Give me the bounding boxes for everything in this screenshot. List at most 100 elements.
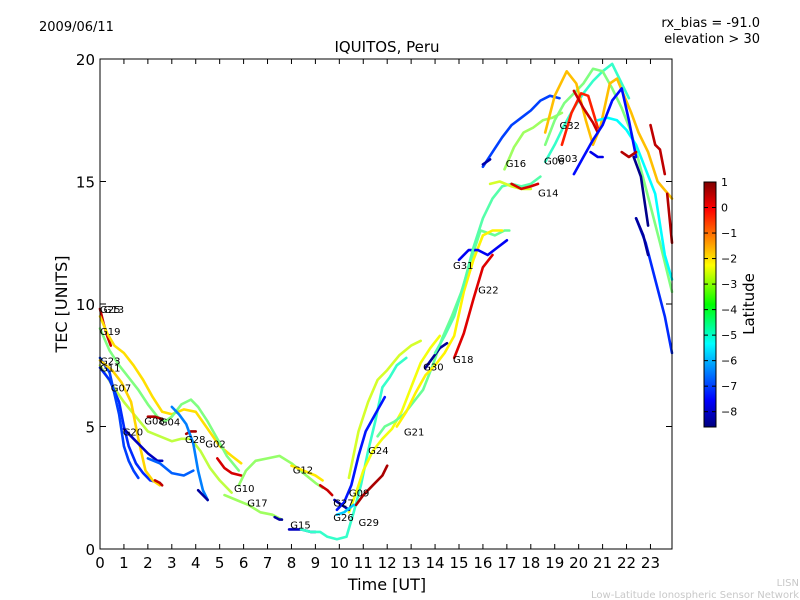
series-line-11 xyxy=(146,415,164,421)
satellite-label: G12 xyxy=(293,465,313,476)
series-line-32 xyxy=(481,94,561,169)
series-line-18 xyxy=(290,464,324,482)
series-line-27 xyxy=(457,239,509,262)
series-line-10 xyxy=(146,457,195,477)
y-tick-label: 20 xyxy=(76,51,95,69)
y-tick-label: 0 xyxy=(85,541,95,559)
series-line-33 xyxy=(481,158,492,166)
series-line-13 xyxy=(170,405,209,502)
satellite-label: G28 xyxy=(185,435,205,446)
elevation-label: elevation > 30 xyxy=(664,32,760,47)
series-line-44 xyxy=(632,155,650,227)
x-tick-label: 14 xyxy=(426,554,445,572)
credit-network: Low-Latitude Ionospheric Sensor Network xyxy=(591,590,799,600)
x-tick-label: 16 xyxy=(473,554,492,572)
y-tick-label: 15 xyxy=(76,174,95,192)
satellite-label: G08 xyxy=(144,416,164,427)
series-line-29 xyxy=(433,175,542,355)
colorbar-tick-label: −4 xyxy=(721,304,737,317)
satellite-label: G29 xyxy=(359,518,379,529)
satellite-label: G11 xyxy=(100,364,120,375)
satellite-label: G04 xyxy=(160,418,180,429)
satellite-label: G03 xyxy=(557,154,577,165)
series-line-25 xyxy=(395,229,504,428)
x-tick-label: 21 xyxy=(593,554,612,572)
series-line-7 xyxy=(98,359,162,487)
series-line-22 xyxy=(347,334,442,514)
x-tick-label: 8 xyxy=(287,554,297,572)
series-line-24 xyxy=(376,229,511,438)
series-line-51 xyxy=(335,395,387,512)
series-layer xyxy=(98,62,674,541)
satellite-label: G16 xyxy=(506,159,526,170)
x-tick-label: 13 xyxy=(402,554,421,572)
rx-bias-label: rx_bias = -91.0 xyxy=(661,16,760,31)
x-tick-label: 2 xyxy=(143,554,153,572)
satellite-label: G31 xyxy=(453,261,473,272)
series-line-26 xyxy=(452,253,494,360)
series-line-19 xyxy=(318,484,334,497)
colorbar-tick-label: −1 xyxy=(721,227,737,240)
x-tick-label: 9 xyxy=(311,554,321,572)
x-tick-label: 23 xyxy=(641,554,660,572)
date-label: 2009/06/11 xyxy=(39,20,114,35)
x-tick-label: 20 xyxy=(569,554,588,572)
series-line-35 xyxy=(543,62,631,164)
series-line-3 xyxy=(216,457,243,477)
y-axis-label: TEC [UNITS] xyxy=(52,256,71,354)
series-line-16 xyxy=(273,515,284,521)
x-tick-label: 1 xyxy=(119,554,129,572)
series-line-14 xyxy=(196,488,209,502)
colorbar-tick-label: −5 xyxy=(721,329,737,342)
series-line-34 xyxy=(503,111,564,171)
series-line-31 xyxy=(510,182,540,191)
satellite-label: G32 xyxy=(560,121,580,132)
series-line-37 xyxy=(543,70,674,200)
colorbar-tick-layer: 1 0 −1 −2 −3 −4 −5 −6 −7 −8 xyxy=(704,176,737,419)
series-line-45 xyxy=(589,150,604,159)
x-tick-label: 3 xyxy=(167,554,177,572)
series-line-6 xyxy=(98,356,140,480)
series-line-36 xyxy=(543,67,674,294)
series-line-8 xyxy=(153,479,164,487)
satellite-label: G15 xyxy=(290,521,310,532)
series-line-9 xyxy=(122,427,164,463)
x-tick-layer: 0 1 2 3 4 5 6 7 8 9 10 11 12 13 14 15 16 17 18 19 20 21 22 23 xyxy=(95,59,660,572)
satellite-label: G30 xyxy=(423,363,443,374)
x-tick-label: 12 xyxy=(378,554,397,572)
series-line-47 xyxy=(649,123,667,176)
x-tick-label: 17 xyxy=(497,554,516,572)
satellite-label: G02 xyxy=(205,440,225,451)
x-tick-label: 18 xyxy=(521,554,540,572)
series-line-49 xyxy=(354,464,389,507)
satellite-label: G09 xyxy=(349,489,369,500)
x-tick-label: 4 xyxy=(191,554,201,572)
satellite-label: G26 xyxy=(333,513,353,524)
series-line-46 xyxy=(620,150,638,159)
x-tick-label: 6 xyxy=(239,554,249,572)
y-tick-layer: 0 5 10 15 20 xyxy=(76,51,672,559)
x-tick-label: 11 xyxy=(354,554,373,572)
satellite-label: G24 xyxy=(368,446,388,457)
series-line-21 xyxy=(299,356,408,541)
series-line-2 xyxy=(98,327,241,472)
x-tick-label: 19 xyxy=(545,554,564,572)
credit-lisn: LISN xyxy=(777,578,799,589)
series-line-43 xyxy=(634,217,650,257)
series-line-52 xyxy=(335,503,355,516)
satellite-label: G21 xyxy=(404,427,424,438)
colorbar-tick-label: −2 xyxy=(721,253,737,266)
colorbar-tick-label: −6 xyxy=(721,355,737,368)
satellite-label: G18 xyxy=(453,355,473,366)
series-line-38 xyxy=(560,92,600,147)
satellite-label: G13 xyxy=(104,305,124,316)
satellite-label: G14 xyxy=(538,189,558,200)
satellite-label: G07 xyxy=(111,383,131,394)
satellite-label: G20 xyxy=(123,427,143,438)
x-tick-label: 22 xyxy=(617,554,636,572)
satellite-label: G10 xyxy=(234,484,254,495)
series-line-1 xyxy=(98,315,243,465)
colorbar-tick-label: 0 xyxy=(721,202,728,215)
x-tick-label: 15 xyxy=(449,554,468,572)
